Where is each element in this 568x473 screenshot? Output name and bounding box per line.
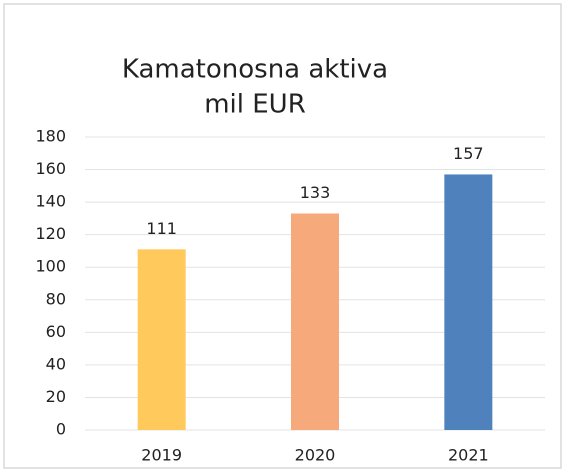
chart-title: Kamatonosna aktiva [122,55,388,85]
y-tick-label: 40 [46,354,66,373]
y-tick-label: 20 [46,387,66,406]
value-label: 133 [300,183,331,202]
chart-subtitle: mil EUR [204,90,306,120]
x-tick-label: 2021 [448,446,489,465]
y-tick-label: 0 [56,420,66,439]
y-tick-label: 180 [35,127,66,146]
bar [444,174,493,430]
y-tick-label: 60 [46,322,66,341]
y-tick-label: 120 [35,224,66,243]
value-label: 111 [146,219,177,238]
bar [137,249,186,430]
x-tick-label: 2019 [141,446,182,465]
value-label: 157 [453,144,484,163]
x-tick-label: 2020 [295,446,336,465]
bar [291,213,339,430]
y-tick-label: 80 [46,289,66,308]
y-tick-label: 160 [35,159,66,178]
y-tick-label: 140 [35,192,66,211]
y-tick-label: 100 [35,257,66,276]
